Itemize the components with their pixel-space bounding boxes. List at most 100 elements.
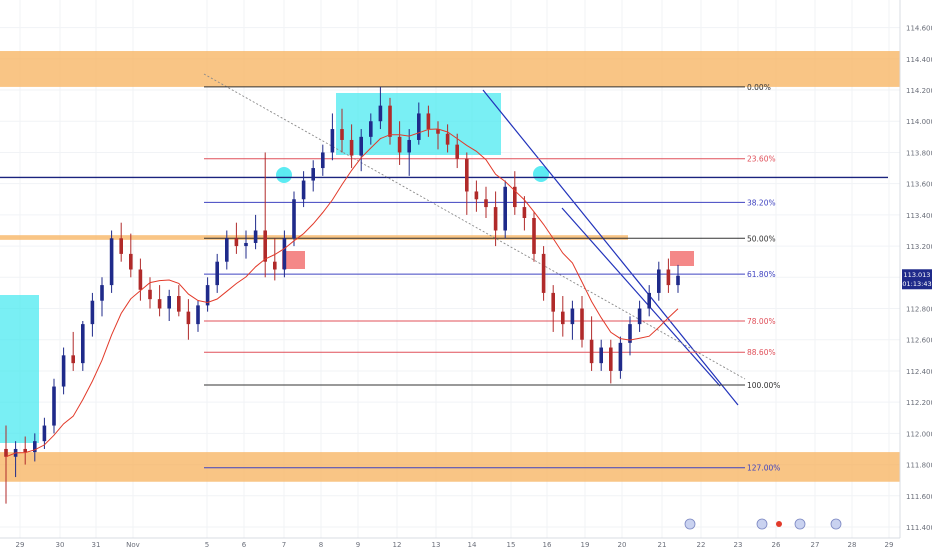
price-tick-label: 112.800: [906, 306, 932, 314]
time-tick-label: 20: [618, 541, 627, 549]
economic-event-icon: [794, 518, 806, 530]
current-price-value: 113.013: [904, 271, 931, 279]
candle: [378, 86, 383, 130]
candle: [349, 124, 354, 169]
event-flag-icon: [830, 518, 842, 530]
candle-body: [580, 308, 584, 340]
candle-body: [177, 296, 181, 312]
candle-body: [484, 199, 488, 208]
price-tick-label: 113.400: [906, 212, 932, 220]
grid: [0, 0, 900, 538]
candle: [609, 339, 613, 384]
candle-body: [196, 305, 200, 325]
time-tick-label: 7: [282, 541, 286, 549]
candle-body: [234, 238, 239, 247]
time-tick-label: 15: [507, 541, 516, 549]
price-tick-label: 112.600: [906, 337, 932, 345]
fib-trend-line: [203, 73, 746, 380]
candle-body: [100, 285, 104, 301]
candle-body: [282, 238, 287, 270]
event-flag-icon: [756, 518, 768, 530]
candle: [157, 285, 162, 317]
candle-body: [321, 152, 325, 169]
candle: [100, 277, 104, 317]
candle-body: [465, 158, 469, 192]
fib-level-label: 23.60%: [747, 155, 776, 164]
fib-level-label: 0.00%: [747, 83, 771, 92]
candle-body: [417, 113, 421, 140]
candle: [426, 105, 431, 137]
time-tick-label: 19: [581, 541, 590, 549]
candle: [81, 321, 85, 371]
event-flag-icon: [684, 518, 696, 530]
candle: [263, 152, 267, 278]
candle-body: [23, 448, 27, 453]
fib-level-label: 38.20%: [747, 198, 776, 207]
candle: [234, 222, 239, 254]
candle: [417, 102, 421, 145]
fib-level: 61.80%: [204, 270, 776, 279]
time-tick-label: 5: [205, 541, 209, 549]
event-flag-icon: [794, 518, 806, 530]
candle: [33, 433, 37, 462]
candle-body: [657, 269, 661, 293]
candle: [599, 339, 603, 371]
time-tick-label: 23: [734, 541, 743, 549]
candle-body: [637, 308, 642, 325]
candle: [666, 258, 671, 293]
zone-resistance: [0, 51, 900, 87]
candle: [522, 196, 527, 231]
candle-body: [541, 253, 546, 293]
candle: [186, 299, 191, 340]
candle: [570, 300, 575, 340]
candle: [340, 108, 344, 153]
fib-level-label: 100.00%: [747, 381, 780, 390]
candle-body: [138, 269, 143, 290]
candle-body: [81, 324, 85, 364]
fib-level-label: 127.00%: [747, 464, 780, 473]
price-tick-label: 114.200: [906, 87, 932, 95]
candle: [138, 258, 143, 301]
candle-body: [119, 238, 123, 254]
candle: [23, 436, 27, 465]
candle-body: [455, 144, 459, 159]
candle: [225, 230, 229, 270]
candle-body: [378, 105, 383, 122]
candle: [119, 222, 123, 262]
candle-body: [148, 289, 152, 300]
candle-body: [618, 342, 623, 371]
candle-body: [311, 168, 315, 181]
candles: [4, 86, 680, 504]
candle-body: [340, 129, 344, 140]
candle: [532, 211, 536, 262]
candle-body: [167, 296, 171, 309]
price-tick-label: 111.400: [906, 524, 932, 532]
fib-level: 88.60%: [204, 348, 776, 357]
moving-average-line: [5, 128, 679, 458]
event-dot-icon: [776, 521, 782, 527]
candle-body: [561, 311, 565, 325]
candle: [311, 160, 315, 192]
candle-body: [493, 207, 498, 231]
candle-body: [407, 139, 411, 153]
fib-level-label: 50.00%: [747, 234, 776, 243]
fib-level-label: 78.00%: [747, 317, 776, 326]
time-tick-label: 13: [432, 541, 441, 549]
zones: [0, 51, 900, 482]
candle-body: [301, 180, 306, 200]
candle: [282, 230, 287, 278]
candle-body: [52, 386, 56, 426]
candle-body: [109, 238, 114, 286]
candle: [301, 171, 306, 208]
economic-event-icon: [756, 518, 768, 530]
candle: [177, 285, 181, 317]
candle: [273, 238, 277, 281]
candle-body: [71, 355, 75, 364]
current-price-timer: 01:13:43: [902, 280, 931, 288]
consolidation-box-left: [0, 295, 39, 443]
candle: [167, 289, 171, 321]
candle-body: [532, 218, 536, 254]
